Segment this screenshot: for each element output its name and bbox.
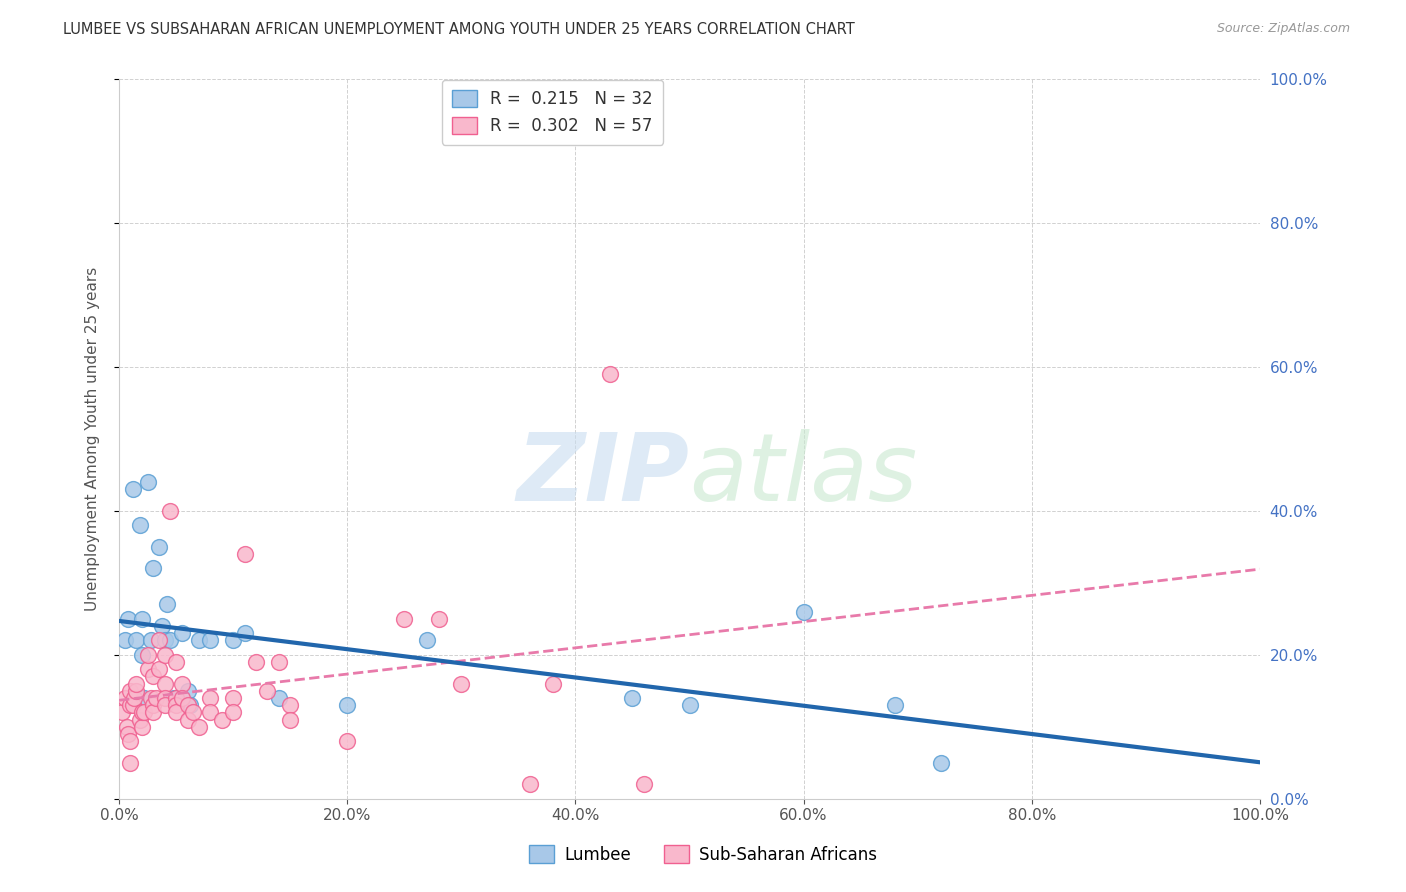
Point — [125, 676, 148, 690]
Point — [139, 633, 162, 648]
Point — [128, 713, 150, 727]
Point — [394, 612, 416, 626]
Point — [222, 706, 245, 720]
Legend: R =  0.215   N = 32, R =  0.302   N = 57: R = 0.215 N = 32, R = 0.302 N = 57 — [441, 80, 664, 145]
Point — [120, 734, 142, 748]
Point — [142, 706, 165, 720]
Point — [519, 777, 541, 791]
Point — [256, 683, 278, 698]
Point — [117, 612, 139, 626]
Point — [153, 698, 176, 713]
Point — [179, 698, 201, 713]
Point — [134, 690, 156, 705]
Point — [142, 698, 165, 713]
Text: atlas: atlas — [689, 429, 918, 520]
Point — [136, 648, 159, 662]
Text: ZIP: ZIP — [516, 429, 689, 521]
Point — [125, 633, 148, 648]
Point — [633, 777, 655, 791]
Point — [793, 605, 815, 619]
Point — [187, 720, 209, 734]
Point — [181, 706, 204, 720]
Point — [152, 619, 174, 633]
Point — [134, 706, 156, 720]
Point — [278, 698, 301, 713]
Point — [678, 698, 700, 713]
Point — [165, 690, 187, 705]
Point — [142, 561, 165, 575]
Point — [176, 698, 198, 713]
Point — [163, 690, 186, 705]
Point — [148, 633, 170, 648]
Point — [222, 633, 245, 648]
Point — [159, 504, 181, 518]
Point — [148, 540, 170, 554]
Point — [115, 720, 138, 734]
Point — [170, 690, 193, 705]
Point — [267, 655, 290, 669]
Point — [120, 698, 142, 713]
Point — [416, 633, 439, 648]
Point — [128, 518, 150, 533]
Point — [156, 598, 179, 612]
Point — [117, 727, 139, 741]
Point — [165, 698, 187, 713]
Point — [176, 683, 198, 698]
Point — [599, 367, 621, 381]
Point — [170, 626, 193, 640]
Point — [336, 734, 359, 748]
Legend: Lumbee, Sub-Saharan Africans: Lumbee, Sub-Saharan Africans — [522, 838, 884, 871]
Point — [267, 690, 290, 705]
Point — [541, 676, 564, 690]
Point — [121, 698, 143, 713]
Point — [122, 690, 145, 705]
Point — [136, 475, 159, 489]
Point — [165, 655, 187, 669]
Text: Source: ZipAtlas.com: Source: ZipAtlas.com — [1216, 22, 1350, 36]
Point — [120, 683, 142, 698]
Y-axis label: Unemployment Among Youth under 25 years: Unemployment Among Youth under 25 years — [86, 267, 100, 611]
Point — [114, 690, 136, 705]
Point — [153, 676, 176, 690]
Point — [153, 648, 176, 662]
Point — [621, 690, 644, 705]
Point — [145, 690, 167, 705]
Point — [153, 633, 176, 648]
Point — [336, 698, 359, 713]
Point — [222, 690, 245, 705]
Point — [200, 690, 222, 705]
Point — [165, 690, 187, 705]
Point — [125, 683, 148, 698]
Point — [148, 662, 170, 676]
Point — [111, 706, 134, 720]
Point — [245, 655, 267, 669]
Point — [131, 720, 153, 734]
Point — [211, 713, 233, 727]
Point — [139, 690, 162, 705]
Point — [278, 713, 301, 727]
Point — [136, 662, 159, 676]
Point — [170, 676, 193, 690]
Point — [929, 756, 952, 770]
Point — [233, 547, 256, 561]
Point — [200, 633, 222, 648]
Point — [131, 706, 153, 720]
Point — [131, 612, 153, 626]
Point — [450, 676, 472, 690]
Point — [121, 482, 143, 496]
Point — [142, 669, 165, 683]
Point — [233, 626, 256, 640]
Text: LUMBEE VS SUBSAHARAN AFRICAN UNEMPLOYMENT AMONG YOUTH UNDER 25 YEARS CORRELATION: LUMBEE VS SUBSAHARAN AFRICAN UNEMPLOYMEN… — [63, 22, 855, 37]
Point — [200, 706, 222, 720]
Point — [883, 698, 905, 713]
Point — [187, 633, 209, 648]
Point — [153, 690, 176, 705]
Point — [176, 713, 198, 727]
Point — [159, 633, 181, 648]
Point — [131, 648, 153, 662]
Point — [427, 612, 450, 626]
Point — [165, 706, 187, 720]
Point — [114, 633, 136, 648]
Point — [120, 756, 142, 770]
